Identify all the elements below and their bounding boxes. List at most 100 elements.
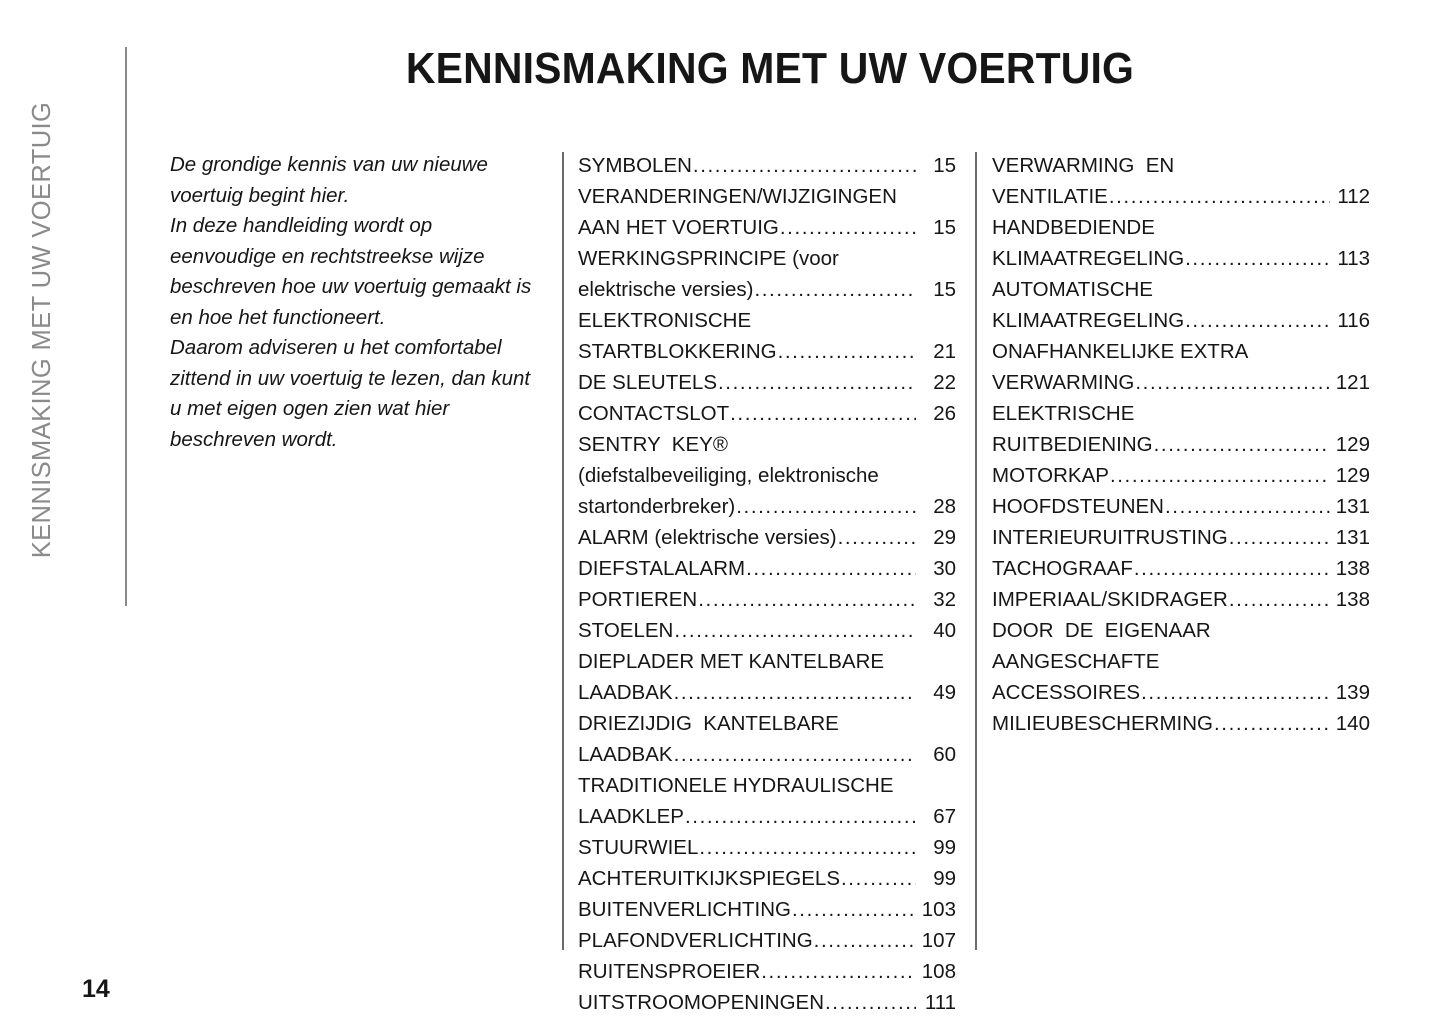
toc-entry-label: ALARM (elektrische versies) [578, 526, 837, 549]
toc-entry[interactable]: ELEKTRONISCHE...........................… [578, 305, 956, 367]
toc-entry-line: WERKINGSPRINCIPE (voor..................… [578, 243, 956, 274]
toc-entry-page-number: 21 [933, 340, 956, 363]
toc-entry-line: RUITBEDIENING...........................… [992, 429, 1370, 460]
chapter-side-tab-label: KENNISMAKING MET UW VOERTUIG [28, 101, 56, 559]
toc-entry-page-number: 22 [933, 371, 956, 394]
toc-entry[interactable]: DOOR DE EIGENAAR........................… [992, 615, 1370, 708]
toc-leader-dots: ........................................… [692, 154, 916, 177]
toc-entry-label: LAADKLEP [578, 805, 684, 828]
toc-entry-label: KLIMAATREGELING [992, 247, 1185, 270]
column-divider-middle [562, 152, 564, 950]
toc-entry-line: STUURWIEL...............................… [578, 832, 956, 863]
toc-entry-line: VENTILATIE..............................… [992, 181, 1370, 212]
toc-entry[interactable]: ELEKTRISCHE.............................… [992, 398, 1370, 460]
toc-entry[interactable]: CONTACTSLOT.............................… [578, 398, 956, 429]
toc-entry[interactable]: AUTOMATISCHE............................… [992, 274, 1370, 336]
toc-entry-line: LAADBAK.................................… [578, 739, 956, 770]
toc-entry-label: SYMBOLEN [578, 154, 692, 177]
toc-entry-line: DE SLEUTELS.............................… [578, 367, 956, 398]
toc-column-right: VERWARMING EN...........................… [992, 150, 1370, 739]
toc-entry-page-number: 30 [933, 557, 956, 580]
toc-entry-line: LAADKLEP................................… [578, 801, 956, 832]
toc-entry-line: STARTBLOKKERING.........................… [578, 336, 956, 367]
toc-entry-page-number: 108 [921, 960, 956, 983]
toc-entry-page-number: 116 [1337, 309, 1370, 332]
toc-entry[interactable]: HANDBEDIENDE............................… [992, 212, 1370, 274]
toc-entry-label: BUITENVERLICHTING [578, 898, 791, 921]
toc-entry[interactable]: MILIEUBESCHERMING.......................… [992, 708, 1370, 739]
toc-entry-page-number: 28 [933, 495, 956, 518]
toc-leader-dots: ........................................… [1108, 185, 1330, 208]
toc-entry-label: STOELEN [578, 619, 674, 642]
toc-entry[interactable]: TACHOGRAAF..............................… [992, 553, 1370, 584]
toc-entry[interactable]: SYMBOLEN................................… [578, 150, 956, 181]
toc-entry[interactable]: MOTORKAP................................… [992, 460, 1370, 491]
toc-entry[interactable]: WERKINGSPRINCIPE (voor..................… [578, 243, 956, 305]
toc-entry-page-number: 131 [1335, 526, 1370, 549]
toc-entry-page-number: 29 [933, 526, 956, 549]
toc-leader-dots: ........................................… [837, 526, 916, 549]
toc-entry[interactable]: DIEPLADER MET KANTELBARE................… [578, 646, 956, 708]
toc-entry[interactable]: HOOFDSTEUNEN............................… [992, 491, 1370, 522]
toc-entry[interactable]: SENTRY KEY®.............................… [578, 429, 956, 522]
toc-leader-dots: ........................................… [746, 557, 916, 580]
toc-entry-label: ELEKTRONISCHE [578, 309, 752, 332]
toc-entry[interactable]: DIEFSTALALARM...........................… [578, 553, 956, 584]
toc-entry-label: PLAFONDVERLICHTING [578, 929, 813, 952]
toc-entry-label: HANDBEDIENDE [992, 216, 1155, 239]
toc-entry[interactable]: BUITENVERLICHTING.......................… [578, 894, 956, 925]
toc-entry-label: AUTOMATISCHE [992, 278, 1153, 301]
toc-entry-line: AAN HET VOERTUIG........................… [578, 212, 956, 243]
page-number: 14 [82, 975, 110, 1003]
toc-entry-line: KLIMAATREGELING.........................… [992, 243, 1370, 274]
toc-entry-line: LAADBAK.................................… [578, 677, 956, 708]
toc-entry-label: CONTACTSLOT [578, 402, 730, 425]
toc-entry-label: VERWARMING [992, 371, 1135, 394]
toc-entry[interactable]: TRADITIONELE HYDRAULISCHE...............… [578, 770, 956, 832]
toc-entry-line: DRIEZIJDIG KANTELBARE...................… [578, 708, 956, 739]
toc-entry-line: KLIMAATREGELING.........................… [992, 305, 1370, 336]
toc-entry-page-number: 138 [1335, 588, 1370, 611]
toc-entry-page-number: 113 [1337, 247, 1370, 270]
toc-entry[interactable]: ACHTERUITKIJKSPIEGELS...................… [578, 863, 956, 894]
toc-entry-line: AANGESCHAFTE............................… [992, 646, 1370, 677]
toc-entry[interactable]: INTERIEURUITRUSTING.....................… [992, 522, 1370, 553]
intro-text-block: De grondige kennis van uw nieuwe voertui… [170, 150, 540, 455]
toc-leader-dots: ........................................… [673, 743, 916, 766]
toc-entry-label: VERANDERINGEN/WIJZIGINGEN [578, 185, 897, 208]
toc-entry[interactable]: STUURWIEL...............................… [578, 832, 956, 863]
toc-entry[interactable]: UITSTROOMOPENINGEN......................… [578, 987, 956, 1018]
toc-entry-page-number: 67 [933, 805, 956, 828]
toc-entry-label: RUITENSPROEIER [578, 960, 761, 983]
toc-leader-dots: ........................................… [841, 867, 916, 890]
toc-entry[interactable]: IMPERIAAL/SKIDRAGER.....................… [992, 584, 1370, 615]
toc-leader-dots: ........................................… [825, 991, 916, 1014]
toc-leader-dots: ........................................… [1153, 433, 1330, 456]
toc-entry[interactable]: STOELEN.................................… [578, 615, 956, 646]
toc-entry-label: KLIMAATREGELING [992, 309, 1185, 332]
toc-entry[interactable]: ALARM (elektrische versies).............… [578, 522, 956, 553]
toc-entry[interactable]: PORTIEREN...............................… [578, 584, 956, 615]
toc-entry[interactable]: VERANDERINGEN/WIJZIGINGEN...............… [578, 181, 956, 243]
toc-entry-line: CONTACTSLOT.............................… [578, 398, 956, 429]
intro-paragraph: Daarom adviseren u het comfortabel zitte… [170, 336, 531, 451]
toc-entry[interactable]: DE SLEUTELS.............................… [578, 367, 956, 398]
intro-paragraph: De grondige kennis van uw nieuwe voertui… [170, 153, 488, 207]
toc-entry-label: ELEKTRISCHE [992, 402, 1135, 425]
toc-entry[interactable]: DRIEZIJDIG KANTELBARE...................… [578, 708, 956, 770]
toc-entry-line: ALARM (elektrische versies).............… [578, 522, 956, 553]
toc-leader-dots: ........................................… [674, 619, 916, 642]
toc-entry-label: VERWARMING EN [992, 154, 1175, 177]
toc-entry-line: DIEFSTALALARM...........................… [578, 553, 956, 584]
toc-entry-label: LAADBAK [578, 681, 673, 704]
toc-entry[interactable]: ONAFHANKELIJKE EXTRA....................… [992, 336, 1370, 398]
toc-entry[interactable]: RUITENSPROEIER..........................… [578, 956, 956, 987]
toc-entry[interactable]: PLAFONDVERLICHTING......................… [578, 925, 956, 956]
toc-leader-dots: ........................................… [792, 898, 916, 921]
toc-entry-label: WERKINGSPRINCIPE (voor [578, 247, 839, 270]
toc-entry-page-number: 26 [933, 402, 956, 425]
toc-entry-label: DRIEZIJDIG KANTELBARE [578, 712, 839, 735]
toc-entry[interactable]: VERWARMING EN...........................… [992, 150, 1370, 212]
toc-leader-dots: ........................................… [1185, 247, 1330, 270]
toc-entry-page-number: 15 [933, 278, 956, 301]
